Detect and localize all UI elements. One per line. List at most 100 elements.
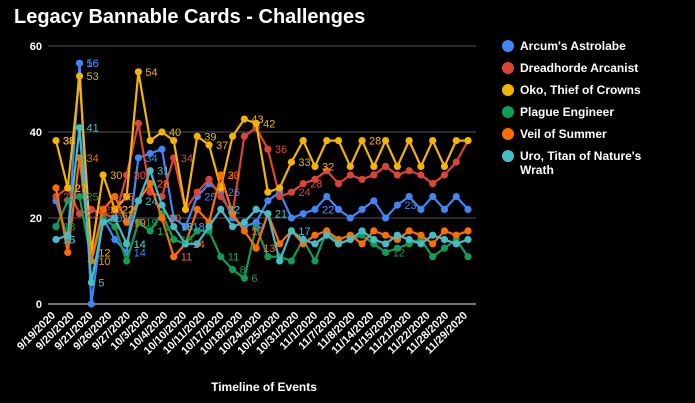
legend-entry: Oko, Thief of Crowns (520, 83, 641, 97)
data-point (252, 244, 260, 252)
data-label: 34 (181, 153, 193, 165)
data-point (99, 218, 107, 226)
data-point (75, 192, 84, 201)
data-label: 25 (122, 192, 134, 204)
x-axis-ticks: 9/19/20209/20/20209/21/20209/26/20209/27… (15, 310, 470, 357)
data-point (87, 300, 95, 308)
data-label: 15 (63, 235, 75, 247)
data-point (158, 201, 166, 209)
data-label: 22 (98, 204, 110, 216)
data-point (252, 205, 260, 213)
data-point (87, 278, 95, 287)
data-label: 8 (240, 265, 246, 277)
grid-lines (48, 45, 476, 305)
data-point (334, 205, 343, 213)
data-point (287, 227, 296, 235)
data-point (346, 235, 354, 244)
data-point (358, 175, 366, 183)
data-label: 38 (63, 136, 75, 148)
legend-swatch (502, 62, 514, 74)
data-label: 22 (228, 204, 240, 216)
data-point (146, 180, 154, 188)
data-point (181, 240, 190, 248)
legend-entry-wrap: Wrath (520, 163, 554, 177)
data-label: 10 (98, 256, 110, 268)
data-label: 5 (98, 278, 104, 290)
data-label: 21 (87, 209, 99, 221)
data-point (205, 223, 213, 231)
data-point (334, 180, 343, 188)
data-point (452, 231, 460, 239)
data-label: 11 (228, 252, 239, 264)
data-point (111, 223, 119, 231)
data-point (64, 197, 72, 205)
data-label: 28 (369, 136, 381, 148)
data-point (393, 201, 401, 209)
data-label: 38 (63, 136, 75, 148)
data-point (429, 253, 437, 261)
data-point (323, 137, 331, 145)
legend-swatch (502, 128, 514, 140)
data-label: 19 (145, 217, 157, 229)
data-point (228, 223, 237, 231)
data-label: 15 (181, 235, 193, 247)
data-point (393, 171, 401, 179)
data-point (299, 210, 307, 218)
data-point (464, 227, 472, 235)
data-label: 36 (275, 144, 287, 156)
data-point (252, 223, 260, 231)
data-point (393, 162, 401, 170)
data-label: 11 (228, 252, 239, 264)
data-point (311, 231, 319, 239)
data-label: 22 (110, 204, 122, 216)
data-point (75, 72, 84, 80)
data-label: 39 (204, 131, 216, 143)
data-label: 18 (181, 222, 193, 234)
data-point (393, 244, 401, 252)
data-point (123, 192, 131, 201)
data-point (158, 128, 166, 136)
data-point (170, 235, 178, 244)
data-point (464, 137, 472, 145)
data-point (123, 218, 131, 226)
data-point (240, 274, 248, 282)
data-point (217, 205, 225, 213)
data-label: 24 (145, 196, 157, 208)
data-point (287, 188, 296, 196)
data-label: 20 (110, 213, 122, 225)
data-point (311, 162, 319, 170)
data-label: 56 (87, 58, 99, 70)
data-label: 26 (228, 187, 240, 199)
data-point (464, 253, 472, 261)
data-label: 14 (134, 239, 146, 251)
data-label: 11 (181, 252, 192, 264)
y-tick-label: 0 (36, 299, 42, 311)
data-label: 10 (98, 256, 110, 268)
data-point (158, 214, 166, 222)
data-label: 27 (75, 183, 87, 195)
legend-swatch (502, 84, 514, 96)
data-point (382, 137, 390, 145)
data-label: 37 (216, 140, 228, 152)
data-point (146, 137, 154, 145)
data-label: 22 (322, 204, 334, 216)
data-point (134, 119, 142, 127)
data-point (382, 162, 390, 170)
data-point (323, 192, 331, 201)
legend-entry: Uro, Titan of Nature's (520, 149, 642, 163)
data-label: 30 (134, 170, 146, 182)
data-point (440, 235, 449, 244)
data-point (452, 137, 460, 145)
data-point (158, 145, 166, 153)
data-point (299, 235, 307, 244)
data-point (228, 210, 237, 218)
data-point (193, 188, 201, 196)
data-label: 6 (251, 273, 257, 285)
data-point (440, 244, 449, 252)
data-label: 31 (157, 166, 169, 178)
data-label: 20 (122, 213, 134, 225)
data-label: 14 (134, 247, 146, 259)
data-label: 18 (192, 222, 204, 234)
data-point (440, 205, 449, 213)
